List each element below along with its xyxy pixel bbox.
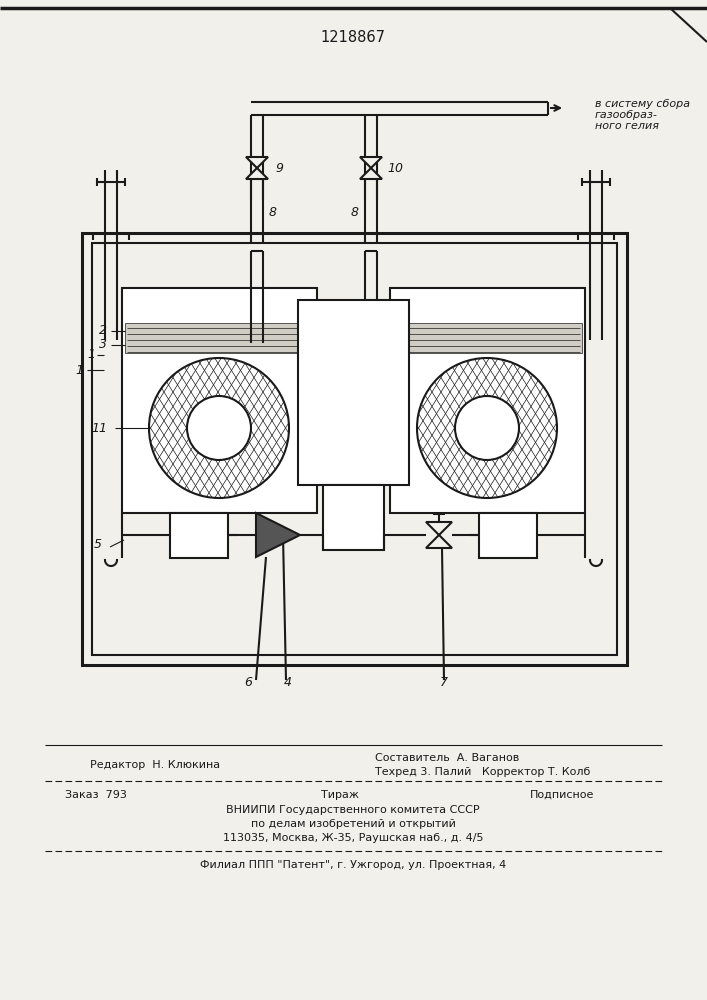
Text: 2: 2 [99, 324, 107, 338]
Text: 3: 3 [99, 338, 107, 352]
Bar [122, 288, 317, 513]
Text: 1: 1 [75, 363, 83, 376]
Text: 10: 10 [387, 161, 403, 174]
Polygon shape [246, 168, 268, 179]
Bar [125, 323, 314, 353]
Text: 1: 1 [87, 349, 95, 361]
Circle shape [149, 358, 289, 498]
Text: 11: 11 [91, 422, 107, 434]
Text: 9: 9 [275, 161, 283, 174]
Bar [390, 288, 585, 513]
Text: 8: 8 [269, 207, 277, 220]
Bar [92, 243, 617, 655]
Polygon shape [246, 157, 268, 168]
Text: по делам изобретений и открытий: по делам изобретений и открытий [250, 819, 455, 829]
Bar [393, 323, 582, 353]
Bar [298, 300, 409, 485]
Text: Филиал ППП "Патент", г. Ужгород, ул. Проектная, 4: Филиал ППП "Патент", г. Ужгород, ул. Про… [200, 860, 506, 870]
Circle shape [455, 396, 519, 460]
Text: Заказ  793: Заказ 793 [65, 790, 127, 800]
Bar [82, 233, 627, 665]
Text: в систему сбора: в систему сбора [595, 99, 690, 109]
Text: Подписное: Подписное [530, 790, 595, 800]
Text: Редактор  Н. Клюкина: Редактор Н. Клюкина [90, 760, 220, 770]
Text: ВНИИПИ Государственного комитета СССР: ВНИИПИ Государственного комитета СССР [226, 805, 480, 815]
Text: 1218867: 1218867 [320, 30, 385, 45]
Text: Техред 3. Палий   Корректор Т. Колб: Техред 3. Палий Корректор Т. Колб [375, 767, 590, 777]
Text: Тираж: Тираж [321, 790, 359, 800]
Text: ного гелия: ного гелия [595, 121, 659, 131]
Polygon shape [360, 157, 382, 168]
Text: 7: 7 [440, 676, 448, 690]
Bar [323, 485, 384, 550]
Text: 6: 6 [244, 676, 252, 690]
Polygon shape [426, 535, 452, 548]
Text: 8: 8 [351, 207, 359, 220]
Text: 5: 5 [94, 538, 102, 552]
Circle shape [187, 396, 251, 460]
Text: 4: 4 [284, 676, 292, 690]
Text: газообраз-: газообраз- [595, 110, 658, 120]
Bar [170, 513, 228, 558]
Text: Составитель  А. Ваганов: Составитель А. Ваганов [375, 753, 519, 763]
Circle shape [455, 396, 519, 460]
Polygon shape [426, 522, 452, 535]
Polygon shape [256, 513, 300, 557]
Text: 113035, Москва, Ж-35, Раушская наб., д. 4/5: 113035, Москва, Ж-35, Раушская наб., д. … [223, 833, 484, 843]
Circle shape [187, 396, 251, 460]
Circle shape [417, 358, 557, 498]
Bar [479, 513, 537, 558]
Polygon shape [360, 168, 382, 179]
